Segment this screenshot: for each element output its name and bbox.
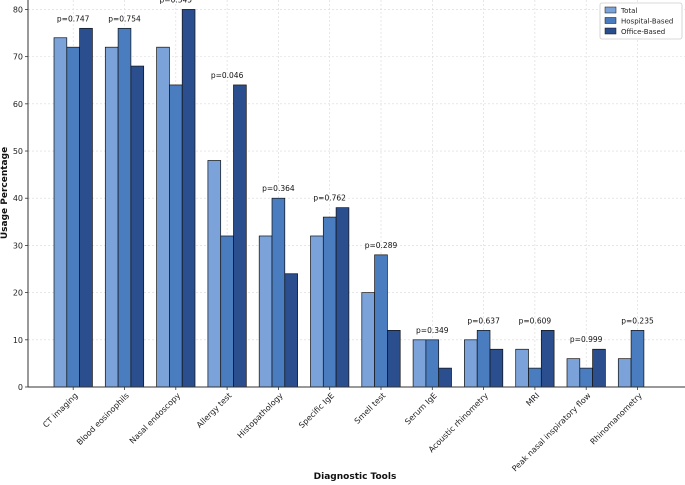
bar bbox=[361, 292, 375, 388]
bar bbox=[425, 339, 440, 388]
x-tick-label: Smell test bbox=[353, 391, 388, 426]
legend-label: Hospital-Based bbox=[621, 18, 673, 26]
x-tick-label: Nasal endoscopy bbox=[128, 391, 183, 446]
bar bbox=[387, 330, 401, 388]
x-tick-label: Rhinomanometry bbox=[589, 391, 645, 447]
bar bbox=[207, 160, 222, 388]
bar bbox=[117, 27, 132, 388]
bar bbox=[374, 254, 388, 388]
p-value-label: p=0.289 bbox=[365, 241, 398, 250]
y-tick-label: 10 bbox=[13, 336, 23, 345]
legend-swatch bbox=[604, 27, 617, 35]
y-tick-label: 40 bbox=[13, 194, 23, 203]
x-tick-label: CT imaging bbox=[41, 391, 79, 429]
bar bbox=[310, 235, 324, 388]
bar bbox=[630, 330, 645, 388]
bar bbox=[515, 348, 529, 388]
x-tick-label: Acoustic rhinometry bbox=[427, 391, 490, 454]
p-value-annotations: p=0.747 p=0.754 p=0.345 p=0.046 p=0.364 p=0.7… bbox=[57, 0, 654, 344]
p-value-label: p=0.754 bbox=[108, 14, 141, 23]
p-value-label: p=0.235 bbox=[621, 316, 654, 325]
grid-lines bbox=[28, 0, 685, 388]
bar bbox=[233, 84, 247, 388]
bar bbox=[438, 367, 452, 388]
bar bbox=[540, 330, 555, 388]
p-value-label: p=0.046 bbox=[211, 71, 244, 80]
legend-box bbox=[599, 2, 683, 40]
y-axis-label: Usage Percentage bbox=[0, 147, 10, 239]
bar bbox=[181, 9, 196, 388]
y-tick-label: 50 bbox=[13, 147, 23, 156]
bar bbox=[169, 84, 183, 388]
x-tick-label: Histopathology bbox=[236, 391, 285, 440]
legend-label: Office-Based bbox=[621, 28, 665, 36]
x-tick-label: MRI bbox=[524, 391, 541, 408]
x-tick-label: Blood eosinophils bbox=[75, 391, 131, 447]
bar bbox=[528, 367, 542, 388]
p-value-label: p=0.999 bbox=[570, 335, 603, 344]
bar bbox=[79, 27, 93, 388]
bar bbox=[66, 46, 80, 388]
legend-label: Total bbox=[620, 7, 637, 15]
x-axis-label: Diagnostic Tools bbox=[314, 472, 397, 482]
bar bbox=[284, 273, 298, 388]
p-value-label: p=0.637 bbox=[467, 316, 500, 325]
bar bbox=[53, 37, 68, 388]
bar bbox=[322, 216, 337, 388]
y-tick-label: 30 bbox=[13, 241, 23, 250]
bar bbox=[617, 358, 632, 388]
p-value-label: p=0.747 bbox=[57, 14, 90, 23]
bar bbox=[579, 367, 593, 388]
bar bbox=[412, 339, 427, 388]
p-value-label: p=0.345 bbox=[160, 0, 193, 4]
bar bbox=[130, 65, 145, 388]
p-value-label: p=0.609 bbox=[519, 316, 552, 325]
legend-swatch bbox=[604, 17, 617, 24]
bar bbox=[271, 197, 286, 388]
bar bbox=[476, 330, 491, 388]
y-tick-label: 20 bbox=[13, 289, 23, 298]
y-tick-label: 80 bbox=[13, 5, 23, 14]
p-value-label: p=0.349 bbox=[416, 326, 449, 335]
x-tick-label: Allergy test bbox=[195, 391, 234, 430]
bar bbox=[592, 348, 606, 388]
p-value-label: p=0.762 bbox=[313, 194, 346, 203]
x-tick-label: Peak nasal inspiratory flow bbox=[510, 391, 593, 474]
x-tick-label: Serum IgE bbox=[403, 391, 438, 426]
y-tick-label: 0 bbox=[18, 383, 23, 392]
bar bbox=[464, 339, 478, 388]
bar bbox=[489, 348, 504, 388]
y-tick-label: 70 bbox=[13, 53, 23, 62]
p-value-label: p=0.364 bbox=[262, 184, 295, 193]
legend-swatch bbox=[604, 6, 617, 14]
bar bbox=[104, 46, 119, 388]
legend: Total Hospital-Based Office-Based bbox=[599, 2, 683, 40]
bar bbox=[566, 358, 581, 388]
bar bbox=[220, 235, 234, 388]
y-tick-label: 60 bbox=[13, 100, 23, 109]
x-tick-label: Specific IgE bbox=[297, 391, 336, 430]
bar bbox=[258, 235, 273, 388]
bar bbox=[156, 46, 170, 388]
bar bbox=[335, 207, 350, 388]
